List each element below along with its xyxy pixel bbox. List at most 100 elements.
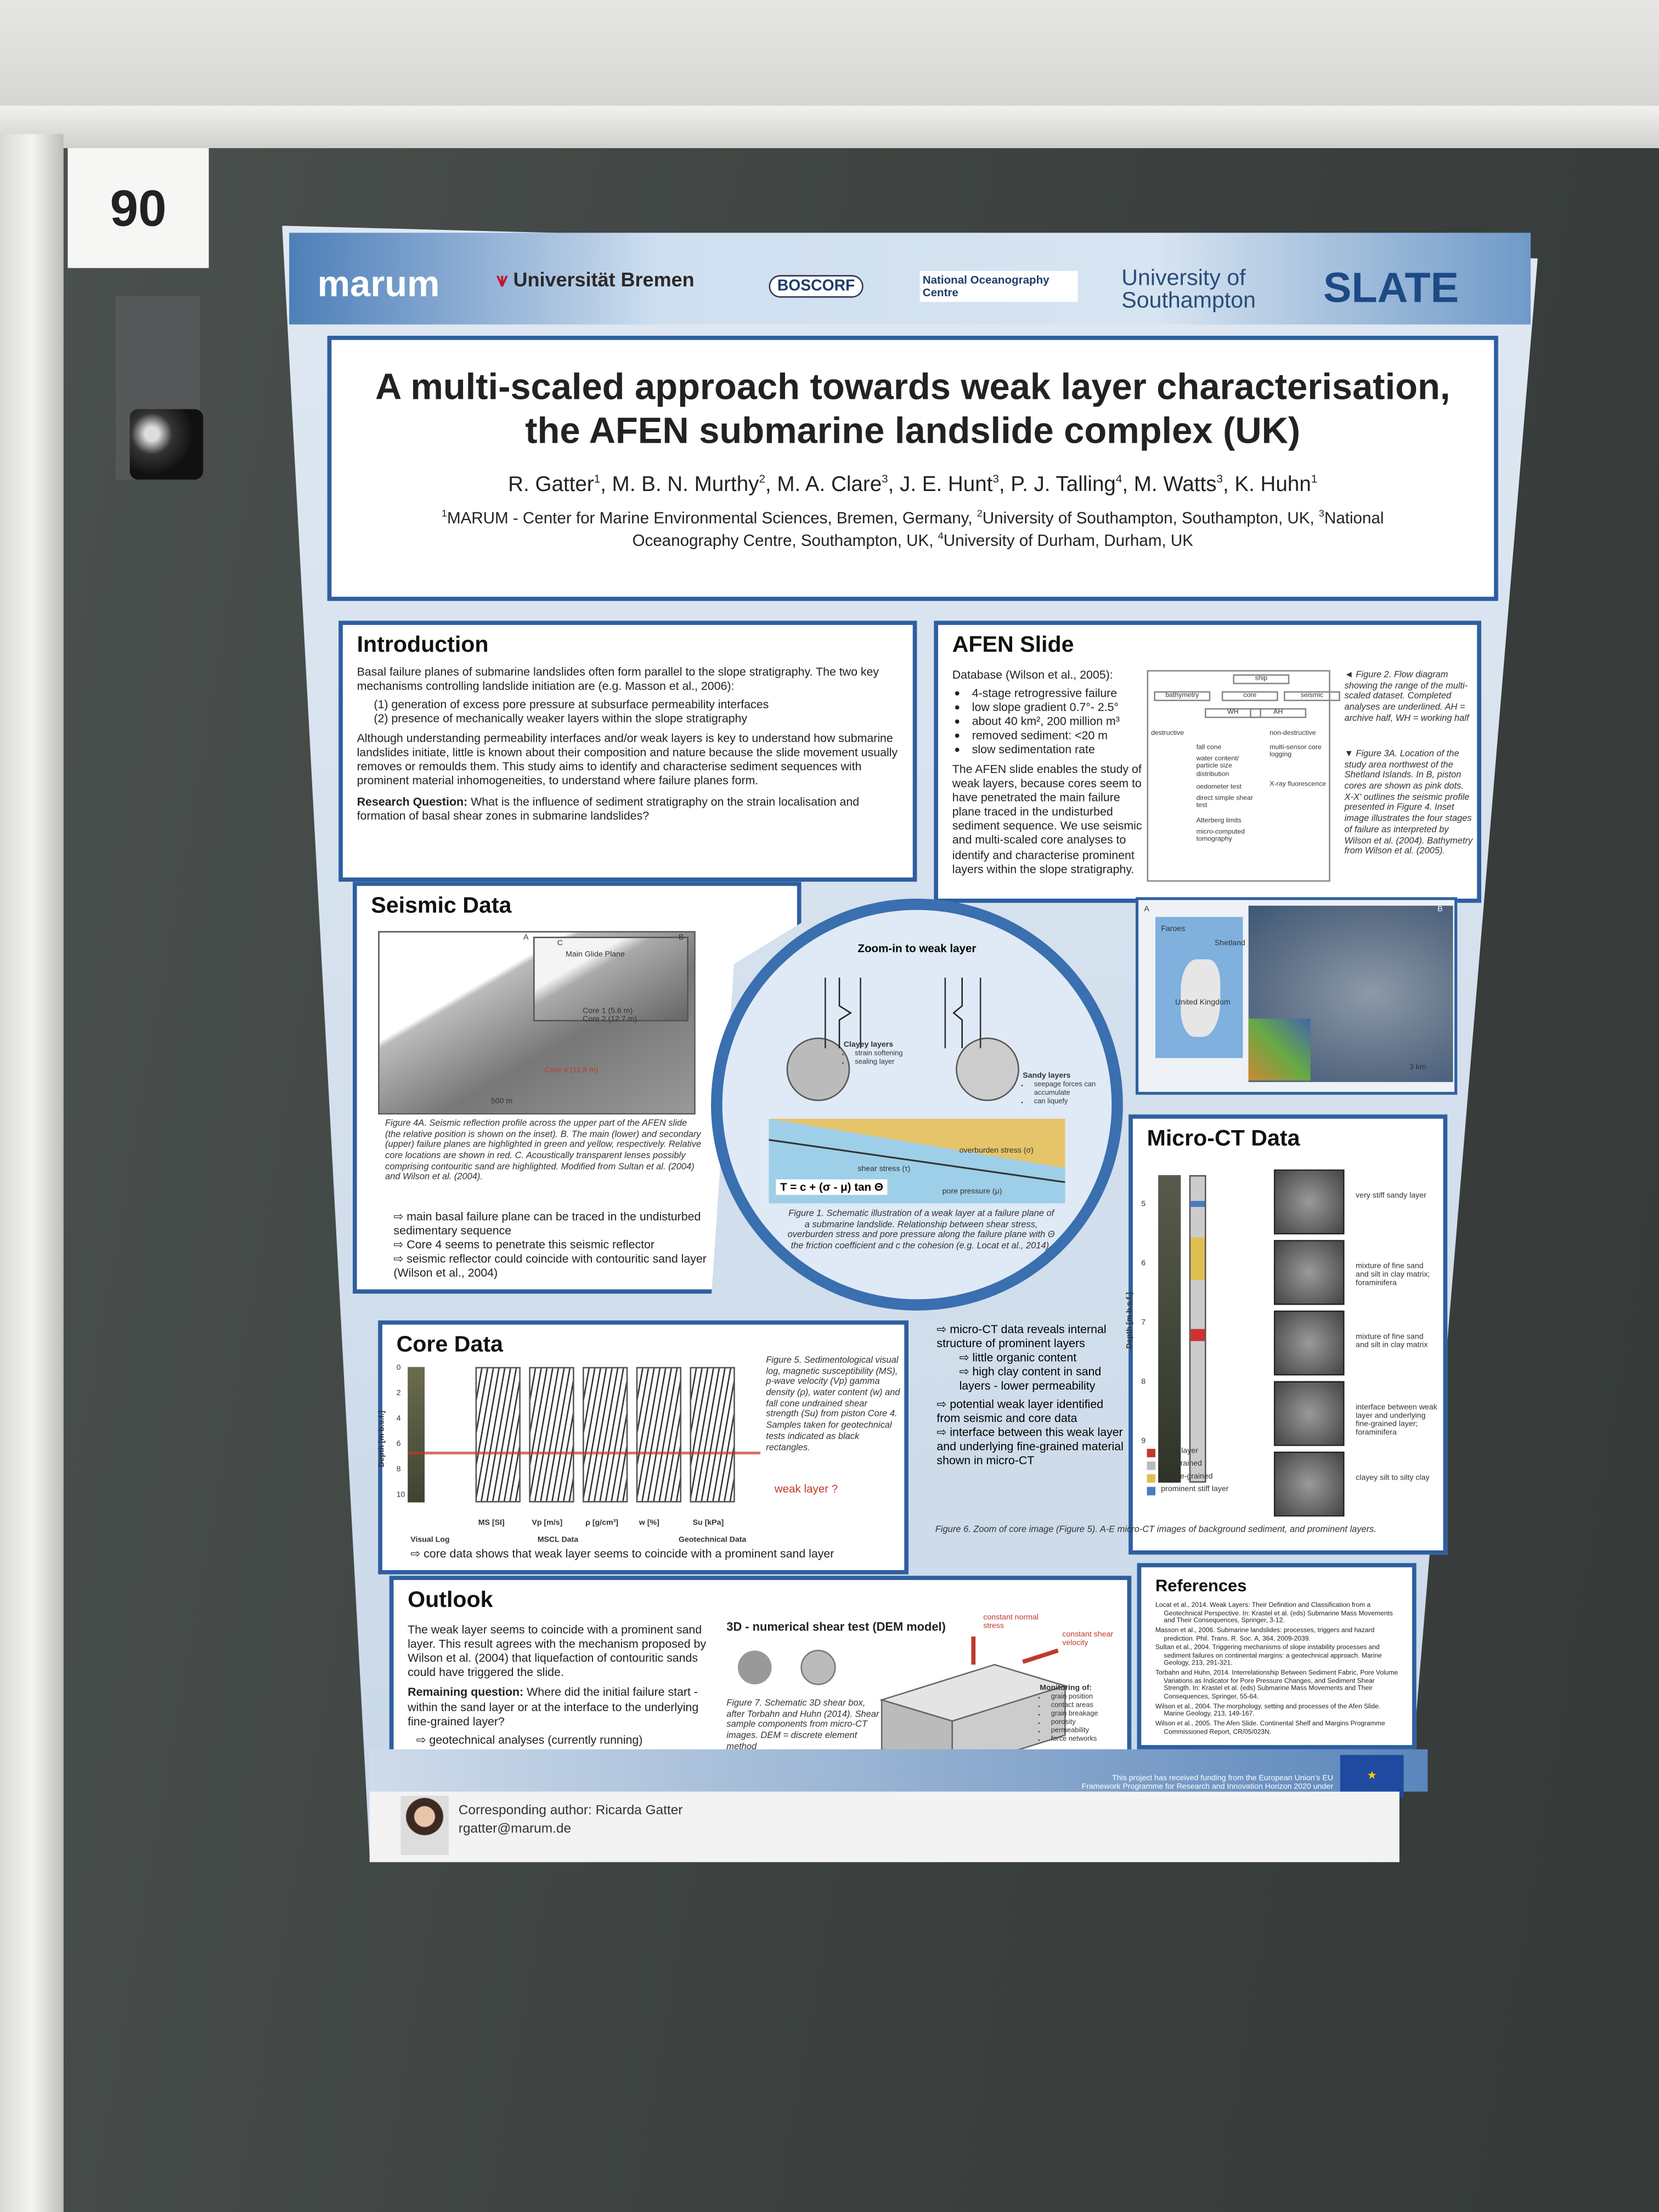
list-item: 4-stage retrogressive failure [972,686,1150,702]
microct-bullets: micro-CT data reveals internal structure… [931,1322,1128,1472]
label: constant shear velocity [1062,1630,1114,1648]
track [583,1367,628,1503]
list-item: potential weak layer identified from sei… [936,1396,1128,1426]
label: coarse-grained [1161,1472,1213,1481]
funding-bar [369,1749,1428,1792]
references: Locat et al., 2014. Weak Layers: Their D… [1155,1601,1398,1736]
list-item: Core 4 seems to penetrate this seismic r… [393,1237,719,1252]
board-number: 90 [67,148,209,268]
profile-axes [824,977,981,1048]
list-item: grain breakage [1051,1710,1125,1718]
list: main basal failure plane can be traced i… [374,1209,719,1280]
legend-swatch [1147,1462,1155,1470]
label: Main Glide Plane [566,951,625,960]
author: M. A. Clare3, [777,473,900,498]
heading: Micro-CT Data [1147,1127,1300,1152]
author-sup: 4 [1115,473,1122,486]
label: Geotechnical Data [678,1536,747,1545]
list-item: can liquefy [1034,1098,1108,1106]
heading: Outlook [408,1588,493,1613]
reference: Wilson et al., 2004. The morphology, set… [1155,1702,1381,1718]
list-item: (1) generation of excess pore pressure a… [374,697,769,712]
caption: Figure 4A. Seismic reflection profile ac… [385,1119,702,1183]
label: 8 [1141,1378,1146,1387]
board-post [0,134,64,2212]
author-name: J. E. Hunt [900,473,993,498]
author: R. Gatter1, [508,473,612,498]
author-photo [400,1796,449,1855]
list: core data shows that weak layer seems to… [410,1546,918,1562]
intro-box: Introduction Basal failure planes of sub… [338,620,917,882]
list: grain positioncontact areasgrain breakag… [1040,1693,1124,1744]
grain [737,1650,772,1685]
logo: ⩛ Universität Bremen [496,268,694,292]
label: WH [1205,708,1261,719]
caption: Figure 6. Zoom of core image (Figure 5).… [935,1525,1376,1535]
label: X-ray fluorescence [1269,781,1327,789]
paragraph: Basal failure planes of submarine landsl… [357,664,879,693]
label: interface between weak layer and underly… [1356,1403,1437,1438]
affiliation-sup: 3 [1318,510,1324,520]
text: What is the influence of sediment strati… [357,793,860,822]
paragraph: Although understanding permeability inte… [357,731,898,788]
paragraph: The weak layer seems to coincide with a … [408,1622,707,1679]
rail [0,105,1659,148]
heading: AFEN Slide [952,633,1074,658]
affiliation-sup: 2 [977,510,983,520]
paragraph: The AFEN slide enables the study of weak… [952,761,1142,876]
label: Monitoring of: [1040,1684,1092,1693]
grain-view [786,1037,850,1101]
label: mixture of fine sand and silt in clay ma… [1356,1262,1430,1288]
list-item: strain softening [855,1049,928,1058]
div: The weak layer seems to coincide with a … [408,1622,711,1765]
paragraph: Research Question: What is the influence… [357,794,899,822]
reference: Wilson et al., 2005. The Afen Slide. Con… [1155,1719,1385,1735]
label: very stiff sandy layer [1356,1192,1426,1201]
author: P. J. Talling4, [1011,473,1134,498]
label: B [678,934,684,943]
velcro [129,409,204,480]
profile-curves [838,977,963,1048]
reference: Locat et al., 2014. Weak Layers: Their D… [1155,1601,1393,1624]
legend-swatch [1147,1474,1155,1483]
label: water content/ particle size distributio… [1196,756,1239,778]
label: 10 [396,1491,405,1500]
span: ⩛ [496,268,514,291]
list: seepage forces can accumulatecan liquefy [1023,1081,1107,1106]
label: MS [SI] [478,1519,505,1528]
seismic-inset [533,936,689,1022]
list-item: contact areas [1051,1701,1125,1709]
list-item: interface between this weak layer and un… [936,1424,1128,1468]
clay-label: Clayey layersstrain softeningsealing lay… [844,1041,928,1066]
list-item: geotechnical analyses (currently running… [416,1732,711,1748]
label: mixture of fine sand and silt in clay ma… [1356,1333,1428,1350]
logo-text: Universität Bremen [513,268,695,291]
list-item: (2) presence of mechanically weaker laye… [374,711,748,726]
paragraph: Database (Wilson et al., 2005): [952,667,1113,681]
label: AH [1250,708,1307,719]
caption: Figure 5. Sedimentological visual log, m… [766,1356,900,1453]
legend-swatch [1147,1448,1155,1458]
shear-box-figure [737,1636,1068,1764]
track [690,1367,735,1503]
label: Research Question: [357,793,468,808]
label: Clayey layers [843,1041,894,1050]
sand-label: Sandy layersseepage forces can accumulat… [1023,1072,1107,1106]
inset [1248,1018,1311,1081]
eu-flag: ★ [1340,1754,1404,1797]
title: A multi-scaled approach towards weak lay… [375,365,1451,452]
logo-band [289,233,1531,325]
grain-view [956,1037,1019,1101]
ct-image [1274,1169,1345,1234]
list-item: sealing layer [855,1058,928,1066]
label: C [557,939,563,948]
pore-label: pore pressure (μ) [942,1188,1002,1197]
list-item: removed sediment: <20 m [972,728,1150,743]
core-image [1158,1175,1181,1483]
logo: SLATE [1323,265,1459,312]
ct-image [1274,1381,1345,1446]
heading: Core Data [396,1333,503,1357]
track [529,1367,574,1503]
label: ship [1233,674,1290,685]
